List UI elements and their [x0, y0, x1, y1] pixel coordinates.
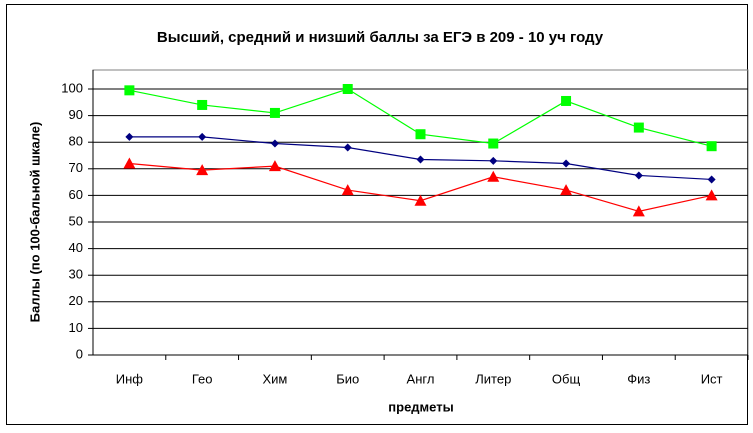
x-tick-label: Литер	[475, 371, 511, 386]
y-tick-label: 70	[69, 160, 83, 175]
y-tick-label: 100	[61, 80, 83, 95]
marker	[270, 139, 279, 148]
y-tick-label: 10	[69, 320, 83, 335]
y-axis-label: Баллы (по 100-бальной шкале)	[27, 122, 42, 323]
chart-title: Высший, средний и низший баллы за ЕГЭ в …	[157, 29, 604, 46]
marker	[123, 157, 136, 169]
marker	[269, 107, 280, 118]
marker	[561, 95, 572, 106]
y-tick-label: 40	[69, 240, 83, 255]
y-tick-label: 0	[76, 346, 83, 361]
marker	[487, 170, 500, 182]
marker	[414, 194, 427, 206]
y-tick-label: 50	[69, 213, 83, 228]
x-tick-label: Англ	[407, 371, 435, 386]
x-axis-label: предметы	[388, 399, 453, 414]
marker	[705, 189, 718, 201]
y-tick-label: 20	[69, 293, 83, 308]
y-tick-label: 90	[69, 107, 83, 122]
marker	[489, 156, 498, 165]
marker	[124, 85, 135, 96]
marker	[341, 184, 354, 196]
marker	[707, 175, 716, 184]
marker	[125, 132, 134, 141]
marker	[198, 132, 207, 141]
marker	[562, 159, 571, 168]
marker	[268, 160, 281, 172]
marker	[196, 164, 209, 176]
y-tick-label: 30	[69, 267, 83, 282]
marker	[633, 122, 644, 133]
x-tick-label: Ист	[701, 371, 723, 386]
marker	[560, 184, 573, 196]
x-tick-label: Хим	[263, 371, 288, 386]
y-tick-label: 80	[69, 134, 83, 149]
marker	[415, 129, 426, 140]
x-tick-label: Инф	[116, 371, 144, 386]
x-tick-label: Физ	[627, 371, 650, 386]
marker	[706, 141, 717, 152]
x-tick-label: Био	[336, 371, 359, 386]
x-tick-label: Гео	[192, 371, 213, 386]
marker	[632, 205, 645, 217]
x-tick-label: Общ	[552, 371, 581, 386]
marker	[343, 143, 352, 152]
marker	[342, 84, 353, 94]
marker	[634, 171, 643, 180]
y-tick-label: 60	[69, 187, 83, 202]
marker	[416, 155, 425, 164]
marker	[197, 99, 208, 110]
marker	[488, 138, 499, 149]
